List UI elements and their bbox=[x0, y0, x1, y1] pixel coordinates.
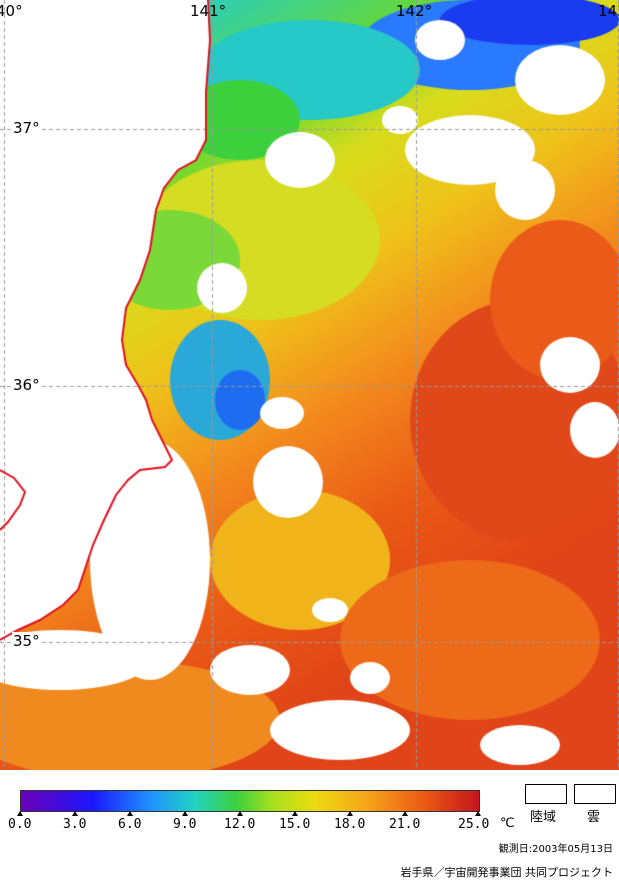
scale-label-18: 18.0 bbox=[334, 817, 366, 832]
land-legend-label: 陸域 bbox=[530, 810, 557, 825]
land-legend-swatch bbox=[525, 784, 567, 804]
scale-tick bbox=[17, 811, 23, 816]
scale-label-12: 12.0 bbox=[224, 817, 256, 832]
cloud-legend-swatch bbox=[574, 784, 616, 804]
scale-tick bbox=[182, 811, 188, 816]
observation-date: 観測日:2003年05月13日 bbox=[498, 844, 613, 855]
scale-tick bbox=[292, 811, 298, 816]
sea-surface-temperature-map bbox=[0, 0, 619, 770]
scale-tick bbox=[237, 811, 243, 816]
scale-tick bbox=[72, 811, 78, 816]
credit-text: 岩手県／宇宙開発事業団 共同プロジェクト bbox=[400, 866, 614, 879]
scale-label-21: 21.0 bbox=[389, 817, 421, 832]
scale-tick bbox=[475, 811, 481, 816]
scale-label-0: 0.0 bbox=[8, 817, 32, 832]
longitude-label-141: 141° bbox=[190, 2, 227, 20]
cloud-legend-label: 雲 bbox=[587, 810, 601, 825]
temperature-color-scale bbox=[20, 790, 480, 812]
longitude-label-143: 143° bbox=[598, 2, 619, 20]
scale-label-6: 6.0 bbox=[118, 817, 142, 832]
scale-tick bbox=[347, 811, 353, 816]
longitude-label-140: 40° bbox=[0, 2, 23, 20]
scale-label-3: 3.0 bbox=[63, 817, 87, 832]
scale-tick bbox=[127, 811, 133, 816]
longitude-label-142: 142° bbox=[396, 2, 433, 20]
temperature-unit: ℃ bbox=[500, 816, 515, 831]
scale-label-15: 15.0 bbox=[279, 817, 311, 832]
latitude-label-36: 36° bbox=[12, 376, 41, 394]
latitude-label-35: 35° bbox=[12, 632, 41, 650]
scale-label-9: 9.0 bbox=[173, 817, 197, 832]
latitude-label-37: 37° bbox=[12, 119, 41, 137]
scale-tick bbox=[402, 811, 408, 816]
scale-label-25: 25.0 bbox=[458, 817, 490, 832]
